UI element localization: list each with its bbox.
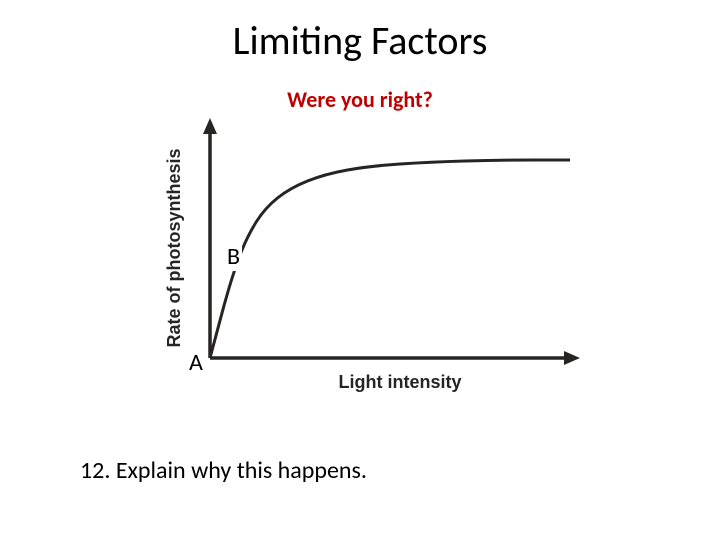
page-title: Limiting Factors bbox=[0, 16, 720, 65]
point-label-a: A bbox=[187, 348, 205, 377]
chart-svg: Rate of photosynthesis Light intensity bbox=[140, 98, 580, 408]
chart: Rate of photosynthesis Light intensity bbox=[140, 98, 580, 408]
x-axis-label: Light intensity bbox=[339, 372, 462, 392]
question-text: 12. Explain why this happens. bbox=[80, 456, 367, 485]
saturation-curve bbox=[210, 160, 570, 358]
slide: Limiting Factors Were you right? Rate of… bbox=[0, 0, 720, 540]
y-axis-label: Rate of photosynthesis bbox=[164, 148, 184, 347]
point-label-b: B bbox=[225, 242, 242, 271]
y-arrowhead-icon bbox=[203, 118, 217, 134]
x-arrowhead-icon bbox=[564, 351, 580, 365]
